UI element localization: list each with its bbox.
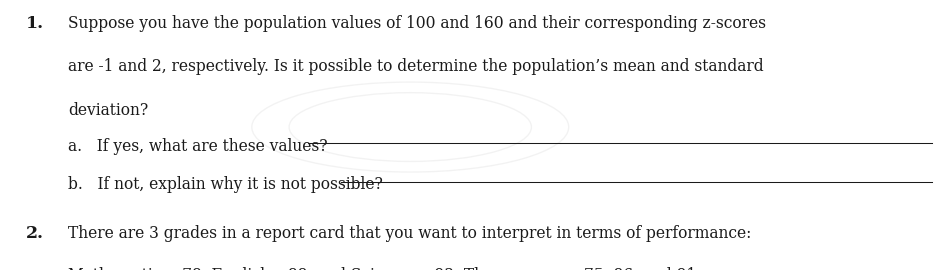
Text: There are 3 grades in a report card that you want to interpret in terms of perfo: There are 3 grades in a report card that… xyxy=(68,225,751,242)
Text: 2.: 2. xyxy=(27,225,45,242)
Text: Suppose you have the population values of 100 and 160 and their corresponding z-: Suppose you have the population values o… xyxy=(68,15,767,32)
Text: Mathematics=78, English= 88, and Science = 93. The means are 75, 86, and 91,: Mathematics=78, English= 88, and Science… xyxy=(68,267,701,270)
Text: are -1 and 2, respectively. Is it possible to determine the population’s mean an: are -1 and 2, respectively. Is it possib… xyxy=(68,58,764,75)
Text: a.   If yes, what are these values?: a. If yes, what are these values? xyxy=(68,138,328,155)
Text: deviation?: deviation? xyxy=(68,102,148,119)
Text: b.   If not, explain why it is not possible?: b. If not, explain why it is not possibl… xyxy=(68,176,383,193)
Text: 1.: 1. xyxy=(27,15,45,32)
